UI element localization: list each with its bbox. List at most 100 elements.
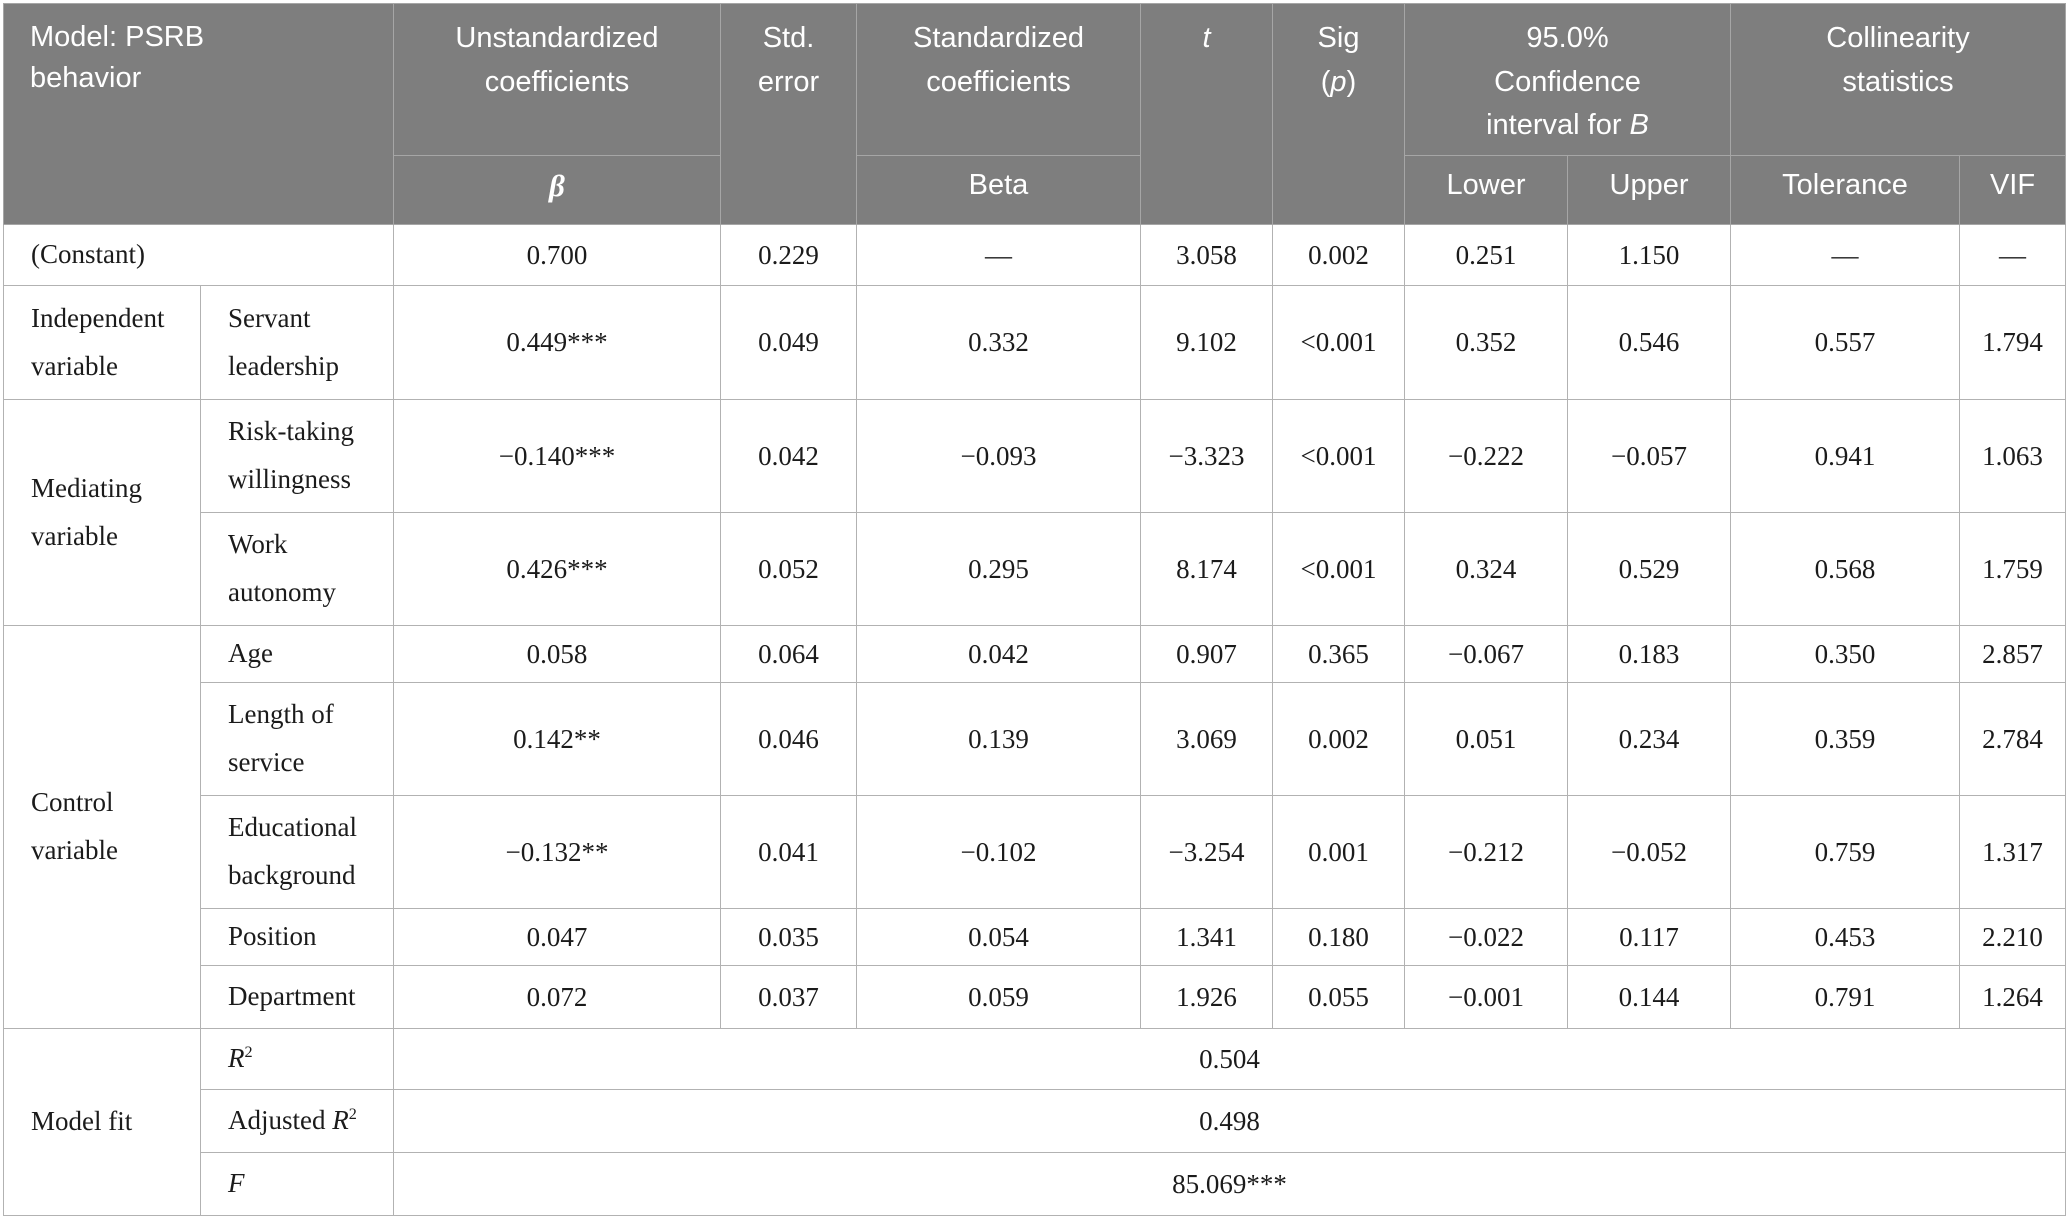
value-cell: −3.323 — [1140, 399, 1273, 513]
row-label-risk-taking: Risk-taking willingness — [200, 399, 394, 513]
header-confidence-interval: 95.0% Confidence interval for B — [1404, 3, 1731, 156]
value-cell: 0.359 — [1730, 682, 1960, 796]
row-label-servant-leadership: Servant leadership — [200, 285, 394, 400]
value-cell: 0.042 — [720, 399, 857, 513]
value-cell: 0.180 — [1272, 908, 1405, 966]
value-cell: 0.041 — [720, 795, 857, 909]
subheader-vif: VIF — [1959, 155, 2066, 225]
value-cell: 3.058 — [1140, 224, 1273, 286]
value-cell: — — [1959, 224, 2066, 286]
value-cell: 0.234 — [1567, 682, 1731, 796]
group-label-model-fit: Model fit — [3, 1028, 201, 1216]
value-cell: 0.051 — [1404, 682, 1568, 796]
value-cell: <0.001 — [1272, 512, 1405, 626]
header-standardized-coefficients: Standardized coefficients — [856, 3, 1141, 156]
group-label-control-variable: Control variable — [3, 625, 201, 1029]
value-cell: 0.941 — [1730, 399, 1960, 513]
value-cell: −0.067 — [1404, 625, 1568, 683]
value-cell: 1.341 — [1140, 908, 1273, 966]
value-cell: 0.052 — [720, 512, 857, 626]
header-t-statistic: t — [1140, 3, 1273, 225]
value-cell: 0.449*** — [393, 285, 721, 400]
table-row-work-autonomy: Work autonomy 0.426*** 0.052 0.295 8.174… — [4, 512, 2066, 626]
table-row-educational-background: Educational background −0.132** 0.041 −0… — [4, 795, 2066, 909]
value-cell: 0.058 — [393, 625, 721, 683]
value-cell: 0.251 — [1404, 224, 1568, 286]
value-cell: 0.002 — [1272, 224, 1405, 286]
value-cell: 3.069 — [1140, 682, 1273, 796]
subheader-upper: Upper — [1567, 155, 1731, 225]
value-cell-r-squared: 0.504 — [393, 1028, 2066, 1090]
value-cell: −0.093 — [856, 399, 1141, 513]
value-cell: 0.568 — [1730, 512, 1960, 626]
value-cell: 0.332 — [856, 285, 1141, 400]
value-cell: 0.055 — [1272, 965, 1405, 1029]
regression-table: Model: PSRB behavior Unstandardized coef… — [3, 3, 2066, 1216]
value-cell-f-statistic: 85.069*** — [393, 1152, 2066, 1216]
value-cell: 0.700 — [393, 224, 721, 286]
value-cell: 2.210 — [1959, 908, 2066, 966]
value-cell-adjusted-r-squared: 0.498 — [393, 1089, 2066, 1153]
table-row-r-squared: Model fit R2 0.504 — [3, 1028, 2066, 1216]
value-cell: 0.759 — [1730, 795, 1960, 909]
row-label-age: Age — [200, 625, 394, 683]
value-cell: 9.102 — [1140, 285, 1273, 400]
value-cell: — — [1730, 224, 1960, 286]
row-label-work-autonomy: Work autonomy — [200, 512, 394, 626]
value-cell: 0.426*** — [393, 512, 721, 626]
value-cell: 0.557 — [1730, 285, 1960, 400]
table-header: Model: PSRB behavior Unstandardized coef… — [3, 3, 2066, 225]
value-cell: −0.057 — [1567, 399, 1731, 513]
value-cell: 8.174 — [1140, 512, 1273, 626]
value-cell: 0.365 — [1272, 625, 1405, 683]
value-cell: 0.791 — [1730, 965, 1960, 1029]
value-cell: 0.453 — [1730, 908, 1960, 966]
row-label-constant: (Constant) — [3, 224, 394, 286]
value-cell: 2.857 — [1959, 625, 2066, 683]
value-cell: −0.102 — [856, 795, 1141, 909]
value-cell: 0.046 — [720, 682, 857, 796]
group-label-independent-variable: Independent variable — [3, 285, 201, 400]
value-cell: 0.142** — [393, 682, 721, 796]
header-unstandardized-coefficients: Unstandardized coefficients — [393, 3, 721, 156]
row-label-adjusted-r-squared: Adjusted R2 — [200, 1089, 394, 1153]
header-row-main: Model: PSRB behavior Unstandardized coef… — [3, 3, 2066, 225]
value-cell: 0.035 — [720, 908, 857, 966]
value-cell: 0.042 — [856, 625, 1141, 683]
value-cell: −0.001 — [1404, 965, 1568, 1029]
table-body: (Constant) 0.700 0.229 — 3.058 0.002 0.2… — [3, 224, 2066, 1216]
value-cell: 1.926 — [1140, 965, 1273, 1029]
row-label-educational-background: Educational background — [200, 795, 394, 909]
value-cell: 0.054 — [856, 908, 1141, 966]
value-cell: 0.144 — [1567, 965, 1731, 1029]
value-cell: 0.350 — [1730, 625, 1960, 683]
value-cell: 0.352 — [1404, 285, 1568, 400]
row-label-length-of-service: Length of service — [200, 682, 394, 796]
table-row-constant: (Constant) 0.700 0.229 — 3.058 0.002 0.2… — [3, 224, 2066, 286]
value-cell: <0.001 — [1272, 285, 1405, 400]
value-cell: 2.784 — [1959, 682, 2066, 796]
value-cell: 1.150 — [1567, 224, 1731, 286]
table-title-cell: Model: PSRB behavior — [3, 3, 394, 225]
row-label-r-squared: R2 — [200, 1028, 394, 1090]
subheader-beta: Beta — [856, 155, 1141, 225]
value-cell: 0.324 — [1404, 512, 1568, 626]
page-title: Model: PSRB behavior — [30, 21, 205, 95]
value-cell: 0.907 — [1140, 625, 1273, 683]
value-cell: −0.222 — [1404, 399, 1568, 513]
table-row-f-statistic: F 85.069*** — [4, 1152, 2066, 1216]
value-cell: 0.064 — [720, 625, 857, 683]
value-cell: 0.139 — [856, 682, 1141, 796]
value-cell: 0.047 — [393, 908, 721, 966]
value-cell: 1.063 — [1959, 399, 2066, 513]
value-cell: — — [856, 224, 1141, 286]
table-row-department: Department 0.072 0.037 0.059 1.926 0.055… — [4, 965, 2066, 1029]
value-cell: 0.059 — [856, 965, 1141, 1029]
header-significance: Sig (p) — [1272, 3, 1405, 225]
value-cell: 0.295 — [856, 512, 1141, 626]
table-row-position: Position 0.047 0.035 0.054 1.341 0.180 −… — [4, 908, 2066, 966]
value-cell: 0.049 — [720, 285, 857, 400]
value-cell: 1.794 — [1959, 285, 2066, 400]
row-label-position: Position — [200, 908, 394, 966]
